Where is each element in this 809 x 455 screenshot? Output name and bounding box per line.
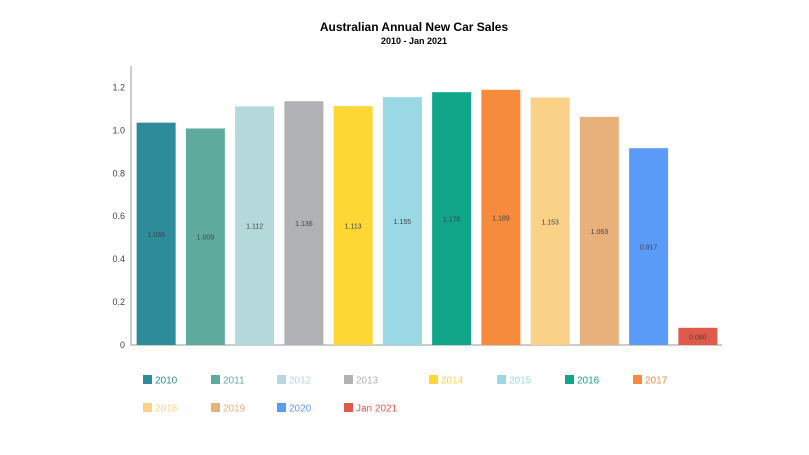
y-tick-label: 0 [120, 340, 125, 350]
chart-title: Australian Annual New Car Sales [320, 20, 509, 34]
bar-2020 [629, 148, 669, 345]
legend-label: 2011 [223, 376, 245, 387]
legend-swatch [143, 403, 152, 412]
data-label: 0.080 [689, 334, 707, 341]
legend-label: Jan 2021 [356, 404, 398, 415]
data-label: 1.113 [345, 224, 362, 231]
legend-label: 2015 [509, 376, 532, 387]
bar-2010 [136, 122, 176, 345]
legend-item-2020[interactable]: 2020 [277, 403, 312, 415]
data-label: 1.136 [295, 221, 313, 228]
bar-2018 [530, 97, 570, 345]
legend-swatch [277, 403, 286, 412]
bar-2015 [382, 97, 422, 345]
legend-item-2016[interactable]: 2016 [565, 375, 600, 387]
legend-item-2015[interactable]: 2015 [497, 375, 532, 387]
chart-subtitle: 2010 - Jan 2021 [381, 36, 447, 46]
data-label: 1.112 [246, 224, 263, 231]
legend: 2010 2011 2012 2013 2014 2015 2016 2017 2018 2019… [143, 375, 668, 415]
legend-label: 2016 [577, 376, 600, 387]
y-tick-label: 0.4 [112, 254, 125, 264]
legend-label: 2010 [155, 376, 178, 387]
legend-swatch [344, 403, 353, 412]
data-label: 0.917 [640, 245, 658, 252]
bar-jan-2021 [678, 327, 718, 345]
data-label: 1.178 [443, 217, 461, 224]
legend-swatch [497, 375, 506, 384]
data-label: 1.009 [197, 235, 215, 242]
legend-item-2013[interactable]: 2013 [344, 375, 379, 387]
bar-2012 [235, 106, 275, 346]
legend-label: 2014 [441, 376, 464, 387]
legend-swatch [211, 375, 220, 384]
y-tick-label: 1.0 [112, 125, 125, 135]
legend-item-2010[interactable]: 2010 [143, 375, 178, 387]
axes: 0 0.2 0.4 0.6 0.8 1.0 1.2 [112, 66, 722, 350]
legend-swatch [633, 375, 642, 384]
y-tick-label: 0.6 [112, 211, 125, 221]
bar-2017 [481, 89, 521, 345]
data-label: 1.153 [541, 219, 559, 226]
legend-label: 2013 [356, 376, 379, 387]
bar-2014 [333, 106, 373, 345]
legend-item-2018[interactable]: 2018 [143, 403, 178, 415]
legend-swatch [565, 375, 574, 384]
bar-2016 [432, 92, 472, 345]
bars [136, 89, 718, 346]
legend-swatch [429, 375, 438, 384]
y-tick-label: 0.8 [112, 168, 125, 178]
legend-item-2011[interactable]: 2011 [211, 375, 245, 387]
legend-item-2012[interactable]: 2012 [277, 375, 312, 387]
legend-swatch [211, 403, 220, 412]
legend-swatch [344, 375, 353, 384]
data-label: 1.063 [591, 229, 609, 236]
legend-item-2017[interactable]: 2017 [633, 375, 668, 387]
legend-item-2019[interactable]: 2019 [211, 403, 246, 415]
data-label: 1.036 [147, 232, 165, 239]
bar-2019 [579, 116, 619, 345]
data-labels: 1.036 1.009 1.112 1.136 1.113 1.155 1.178 1.189… [147, 215, 706, 341]
legend-swatch [277, 375, 286, 384]
legend-item-jan-2021[interactable]: Jan 2021 [344, 403, 398, 415]
y-tick-label: 0.2 [112, 297, 125, 307]
legend-label: 2020 [289, 404, 312, 415]
bar-2011 [185, 128, 225, 345]
legend-label: 2012 [289, 376, 312, 387]
legend-label: 2018 [155, 404, 178, 415]
bar-2013 [284, 101, 324, 345]
data-label: 1.189 [492, 215, 510, 222]
legend-swatch [143, 375, 152, 384]
legend-item-2014[interactable]: 2014 [429, 375, 464, 387]
y-tick-label: 1.2 [112, 82, 125, 92]
legend-label: 2019 [223, 404, 246, 415]
legend-label: 2017 [645, 376, 668, 387]
data-label: 1.155 [394, 219, 412, 226]
